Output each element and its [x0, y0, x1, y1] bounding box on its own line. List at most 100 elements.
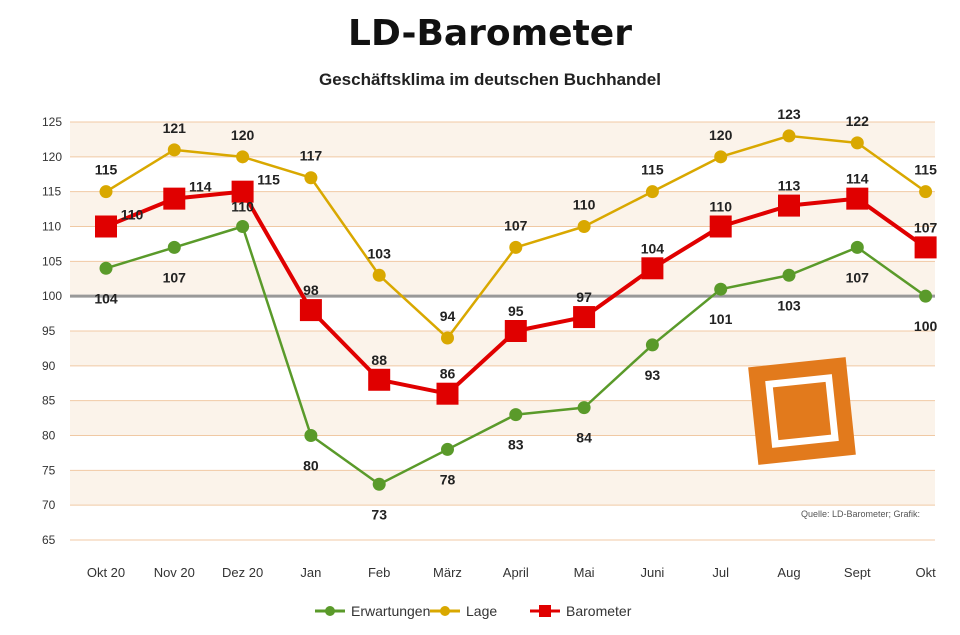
data-point-barometer: [778, 194, 800, 217]
data-point-erwartungen: [372, 477, 386, 491]
data-label-barometer: 110: [121, 207, 144, 223]
data-label-erwartungen: 73: [371, 506, 387, 522]
data-label-barometer: 88: [371, 352, 387, 368]
data-label-erwartungen: 103: [777, 297, 801, 313]
y-tick-label: 95: [42, 324, 56, 338]
y-tick-label: 70: [42, 498, 56, 512]
y-tick-label: 120: [42, 150, 62, 164]
y-tick-label: 80: [42, 429, 56, 443]
legend-marker-erwartungen: [325, 606, 335, 616]
x-axis-ticks: Okt 20 Nov 20 Dez 20 Jan Feb März April Mai Juni…: [87, 565, 936, 580]
chart-title: LD-Barometer: [348, 13, 632, 54]
data-label-barometer: 113: [778, 178, 801, 194]
grid-band: [70, 156, 935, 192]
y-tick-label: 85: [42, 394, 56, 408]
grid-band: [70, 296, 935, 331]
x-tick-label: Mai: [574, 565, 595, 580]
x-tick-label: Juni: [640, 565, 664, 580]
data-point-erwartungen: [99, 261, 113, 275]
data-label-lage: 120: [709, 127, 733, 143]
data-point-barometer: [231, 180, 254, 203]
data-label-lage: 115: [914, 162, 937, 178]
data-label-lage: 115: [641, 162, 664, 178]
data-label-barometer: 98: [303, 282, 319, 298]
y-tick-label: 125: [42, 115, 62, 129]
x-tick-label: April: [503, 565, 529, 580]
data-point-barometer: [504, 320, 527, 342]
data-point-lage: [577, 220, 591, 233]
data-label-barometer: 107: [914, 219, 938, 235]
legend-label-erwartungen: Erwartungen: [351, 603, 430, 619]
data-label-barometer: 115: [257, 172, 280, 188]
data-point-lage: [304, 171, 318, 185]
data-label-barometer: 86: [440, 366, 456, 382]
data-point-erwartungen: [304, 429, 318, 442]
data-point-barometer: [436, 382, 459, 405]
legend-marker-lage: [440, 606, 450, 616]
ld-logo: [748, 357, 856, 465]
data-label-barometer: 104: [641, 240, 665, 256]
data-point-barometer: [299, 299, 322, 322]
data-label-erwartungen: 101: [709, 311, 733, 327]
y-tick-label: 90: [42, 359, 56, 373]
data-point-erwartungen: [509, 408, 523, 422]
data-point-erwartungen: [782, 268, 796, 282]
data-label-erwartungen: 83: [508, 437, 524, 453]
data-label-barometer: 114: [846, 171, 869, 187]
data-label-erwartungen: 107: [846, 269, 870, 285]
data-label-lage: 123: [777, 106, 801, 122]
data-point-lage: [236, 150, 250, 164]
legend-label-lage: Lage: [466, 603, 497, 619]
data-point-lage: [509, 240, 523, 254]
data-point-barometer: [368, 368, 391, 391]
data-point-erwartungen: [850, 240, 864, 254]
data-label-lage: 115: [95, 162, 118, 178]
data-label-lage: 94: [440, 308, 456, 324]
logo-background: [748, 357, 856, 465]
data-label-barometer: 97: [576, 289, 592, 305]
x-tick-label: Feb: [368, 565, 390, 580]
data-point-lage: [99, 185, 113, 199]
x-tick-label: Okt 20: [87, 565, 125, 580]
x-tick-label: Dez 20: [222, 565, 263, 580]
data-labels: 104 107 110 80 73 78 83 84 93 101 103 107 100 115 121 1…: [94, 106, 937, 522]
data-label-lage: 107: [504, 217, 528, 233]
logo-mark: [765, 374, 839, 448]
data-point-lage: [167, 143, 181, 157]
data-label-lage: 117: [300, 148, 323, 164]
data-label-erwartungen: 107: [163, 269, 187, 285]
grid-bands: [70, 122, 935, 540]
data-label-barometer: 114: [189, 179, 212, 195]
x-tick-label: Nov 20: [154, 565, 195, 580]
data-point-barometer: [846, 187, 869, 210]
data-label-erwartungen: 110: [231, 199, 254, 215]
data-point-lage: [850, 136, 864, 150]
x-tick-label: Jan: [300, 565, 321, 580]
data-label-barometer: 95: [508, 303, 524, 319]
x-tick-label: März: [433, 565, 462, 580]
data-point-erwartungen: [919, 289, 933, 303]
grid-band: [70, 226, 935, 262]
y-axis-ticks: 125 120 115 110 105 100 95 90 85 80 75 70 65: [42, 115, 62, 547]
chart-subtitle: Geschäftsklima im deutschen Buchhandel: [319, 70, 661, 89]
y-tick-label: 110: [42, 220, 61, 234]
data-label-lage: 121: [163, 120, 187, 136]
data-point-barometer: [641, 257, 664, 280]
y-tick-label: 75: [42, 463, 56, 477]
data-point-lage: [441, 331, 454, 345]
data-label-lage: 122: [846, 113, 870, 129]
data-point-barometer: [914, 236, 937, 259]
grid-band: [70, 505, 935, 540]
legend-label-barometer: Barometer: [566, 603, 632, 619]
data-label-erwartungen: 80: [303, 458, 319, 474]
data-point-erwartungen: [236, 220, 250, 233]
data-point-barometer: [709, 215, 732, 238]
data-point-lage: [714, 150, 728, 164]
data-label-erwartungen: 78: [440, 471, 456, 487]
data-point-lage: [372, 268, 386, 282]
series-layer: [95, 129, 937, 491]
data-label-lage: 103: [368, 245, 392, 261]
data-label-erwartungen: 93: [645, 367, 661, 383]
data-point-barometer: [573, 306, 596, 329]
data-label-barometer: 110: [709, 199, 732, 215]
